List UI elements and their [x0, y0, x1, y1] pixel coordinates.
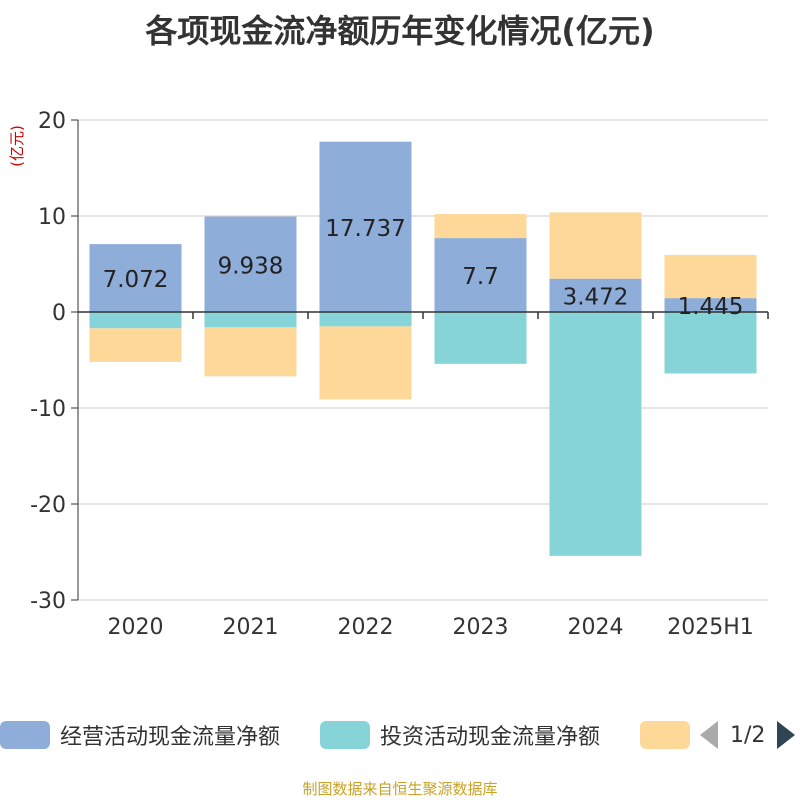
bar-2020-series-1: [89, 312, 182, 329]
data-label-2025H1: 1.445: [678, 294, 744, 320]
y-tick-label: -30: [30, 589, 66, 614]
y-tick-label: -20: [30, 493, 66, 518]
legend-item-investing[interactable]: 投资活动现金流量净额: [320, 720, 600, 750]
bar-2021-series-1: [204, 312, 297, 328]
bar-2025H1-series-2: [664, 254, 757, 299]
chart-title: 各项现金流净额历年变化情况(亿元): [145, 12, 655, 50]
bar-2025H1-series-0: [664, 298, 757, 312]
bar-2020-series-0: [89, 244, 182, 312]
data-label-2020: 7.072: [103, 267, 169, 293]
legend-page-indicator: 1/2: [730, 722, 766, 748]
bar-2020-series-2: [89, 328, 182, 362]
data-label-2022: 17.737: [325, 216, 405, 242]
bar-2022-series-2: [319, 326, 412, 400]
x-tick-label: 2024: [568, 615, 624, 640]
x-tick-label: 2022: [338, 615, 394, 640]
bar-2023-series-1: [434, 312, 527, 364]
legend-swatch-third: [640, 721, 690, 749]
legend-swatch-operating: [0, 721, 50, 749]
data-label-2024: 3.472: [563, 284, 629, 310]
bar-2023-series-2: [434, 214, 527, 239]
bar-2024-series-0: [549, 278, 642, 312]
data-label-2023: 7.7: [462, 264, 499, 290]
y-axis-title: (亿元): [8, 125, 26, 167]
data-label-2021: 9.938: [218, 253, 284, 279]
bar-2024-series-1: [549, 312, 642, 556]
bar-2022-series-1: [319, 312, 412, 327]
legend-label-operating: 经营活动现金流量净额: [60, 725, 281, 750]
y-tick-label: 10: [38, 205, 66, 230]
bar-2025H1-series-1: [664, 312, 757, 374]
legend-item-operating[interactable]: 经营活动现金流量净额: [0, 720, 280, 750]
bar-2022-series-0: [319, 141, 412, 312]
y-tick-label: 20: [38, 109, 66, 134]
bar-2024-series-2: [549, 212, 642, 279]
bar-2021-series-2: [204, 327, 297, 377]
y-tick-label: -10: [30, 397, 66, 422]
legend-label-investing: 投资活动现金流量净额: [380, 725, 601, 750]
legend-next-page-icon[interactable]: [777, 721, 796, 749]
data-source-note: 制图数据来自恒生聚源数据库: [302, 780, 498, 798]
bar-2023-series-0: [434, 238, 527, 312]
legend-pager: 1/2: [700, 720, 796, 750]
x-tick-label: 2020: [108, 615, 164, 640]
bar-2021-series-0: [204, 216, 297, 312]
legend-swatch-investing: [320, 721, 370, 749]
chart-legend: 经营活动现金流量净额 投资活动现金流量净额 1/2: [0, 716, 800, 756]
legend-prev-page-icon[interactable]: [700, 721, 718, 749]
x-tick-label: 2023: [453, 615, 509, 640]
y-tick-label: 0: [52, 301, 66, 326]
legend-item-third[interactable]: [640, 720, 700, 750]
x-tick-label: 2025H1: [667, 615, 754, 640]
x-tick-label: 2021: [223, 615, 279, 640]
